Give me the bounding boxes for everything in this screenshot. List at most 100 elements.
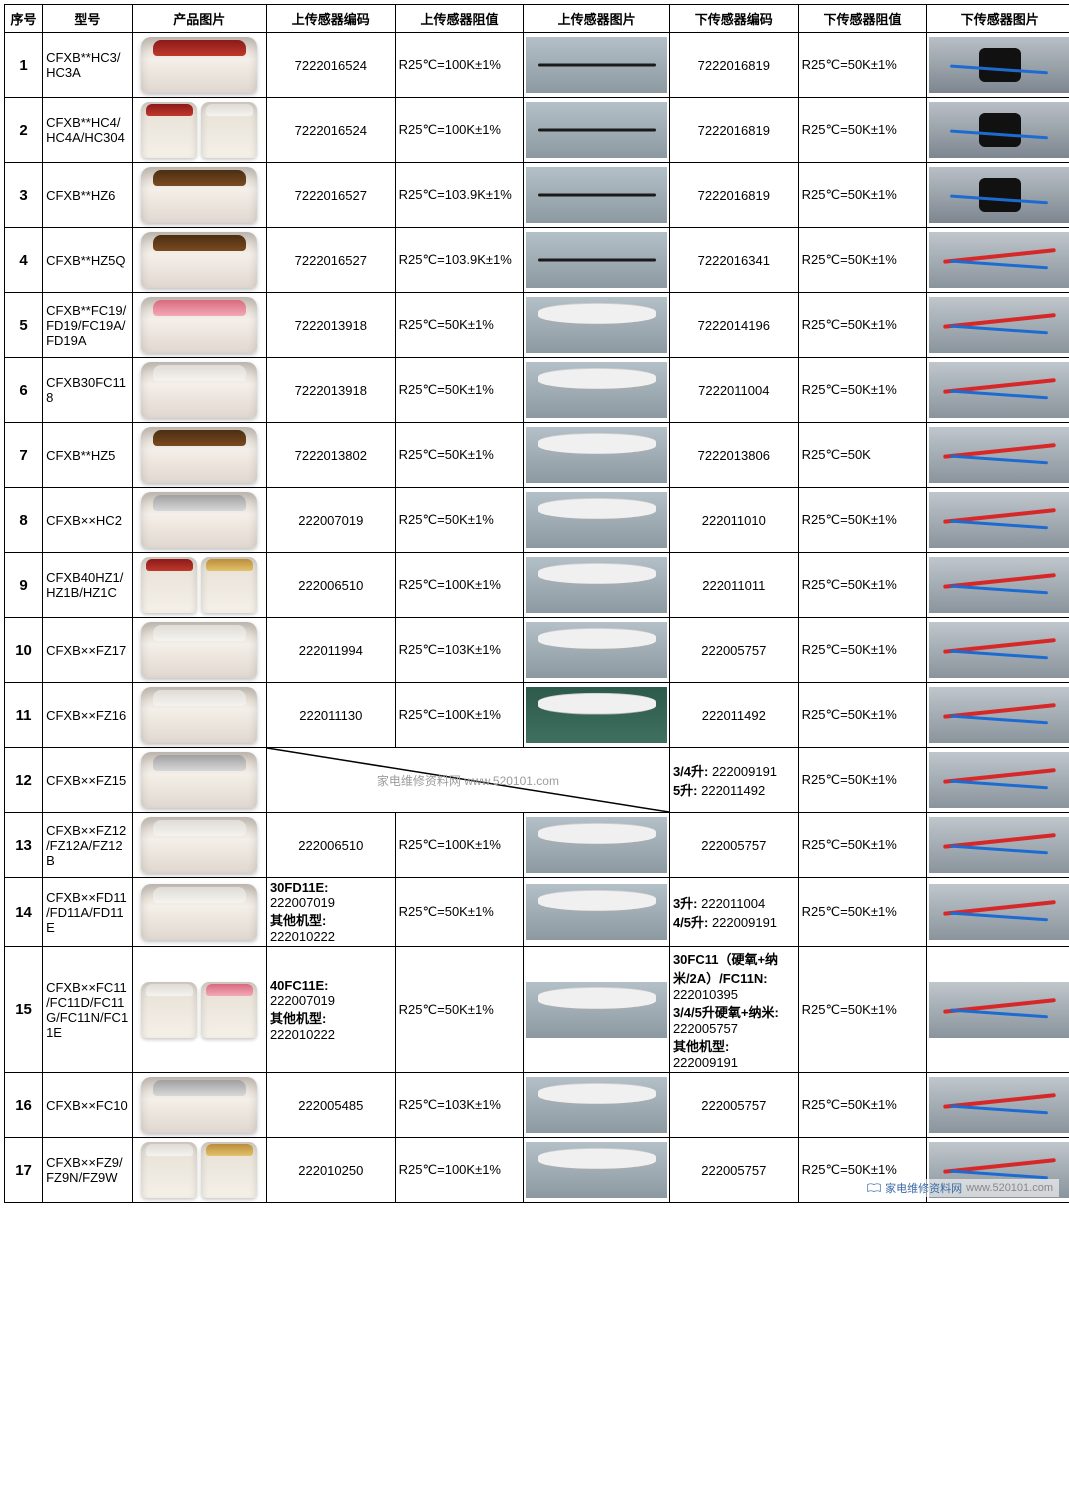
upper-sensor-resistance: R25℃=50K±1% [395, 358, 524, 423]
lower-sensor-image [927, 553, 1069, 618]
table-row: 16 CFXB××FC10 222005485 R25℃=103K±1% 222… [5, 1073, 1069, 1138]
upper-sensor-image [524, 98, 670, 163]
lower-sensor-code: 7222016341 [669, 228, 798, 293]
product-image [132, 748, 266, 813]
table-row: 10 CFXB××FZ17 222011994 R25℃=103K±1% 222… [5, 618, 1069, 683]
upper-sensor-code: 222011130 [266, 683, 395, 748]
upper-sensor-code: 30FD11E: 222007019其他机型: 222010222 [266, 878, 395, 947]
col-index: 序号 [5, 5, 43, 33]
upper-sensor-code: 7222013918 [266, 293, 395, 358]
product-image [132, 33, 266, 98]
model: CFXB××FD11/FD11A/FD11E [43, 878, 133, 947]
upper-sensor-resistance: R25℃=50K±1% [395, 488, 524, 553]
upper-sensor-resistance: R25℃=103.9K±1% [395, 228, 524, 293]
row-index: 11 [5, 683, 43, 748]
lower-sensor-code: 222011492 [669, 683, 798, 748]
lower-sensor-resistance: R25℃=50K±1% [798, 553, 927, 618]
lower-sensor-resistance: R25℃=50K±1% [798, 358, 927, 423]
lower-sensor-resistance: R25℃=50K±1% [798, 1073, 927, 1138]
lower-sensor-code: 222011010 [669, 488, 798, 553]
model: CFXB**HC4/HC4A/HC304 [43, 98, 133, 163]
lower-sensor-image [927, 947, 1069, 1073]
table-row: 8 CFXB××HC2 222007019 R25℃=50K±1% 222011… [5, 488, 1069, 553]
model: CFXB××FZ15 [43, 748, 133, 813]
model: CFXB××FC11/FC11D/FC11G/FC11N/FC11E [43, 947, 133, 1073]
upper-sensor-resistance: R25℃=100K±1% [395, 683, 524, 748]
lower-sensor-resistance: R25℃=50K±1% [798, 33, 927, 98]
model: CFXB××FZ17 [43, 618, 133, 683]
product-image [132, 163, 266, 228]
lower-sensor-image [927, 618, 1069, 683]
upper-sensor-image [524, 1138, 670, 1203]
row-index: 17 [5, 1138, 43, 1203]
row-index: 14 [5, 878, 43, 947]
product-image [132, 947, 266, 1073]
table-header-row: 序号 型号 产品图片 上传感器编码 上传感器阻值 上传感器图片 下传感器编码 下… [5, 5, 1069, 33]
model: CFXB××FZ16 [43, 683, 133, 748]
footer-watermark: 家电维修资料网 www.520101.com [861, 1179, 1059, 1197]
product-image [132, 618, 266, 683]
lower-sensor-resistance: R25℃=50K±1% [798, 163, 927, 228]
upper-sensor-image [524, 553, 670, 618]
lower-sensor-image [927, 33, 1069, 98]
upper-sensor-image [524, 33, 670, 98]
upper-sensor-image [524, 488, 670, 553]
lower-sensor-resistance: R25℃=50K±1% [798, 947, 927, 1073]
lower-sensor-resistance: R25℃=50K [798, 423, 927, 488]
table-row: 1 CFXB**HC3/HC3A 7222016524 R25℃=100K±1%… [5, 33, 1069, 98]
table-row: 7 CFXB**HZ5 7222013802 R25℃=50K±1% 72220… [5, 423, 1069, 488]
product-image [132, 228, 266, 293]
product-image [132, 1138, 266, 1203]
lower-sensor-resistance: R25℃=50K±1% [798, 683, 927, 748]
upper-sensor-resistance: R25℃=100K±1% [395, 553, 524, 618]
upper-sensor-code: 7222016527 [266, 163, 395, 228]
sensor-spec-table: 序号 型号 产品图片 上传感器编码 上传感器阻值 上传感器图片 下传感器编码 下… [4, 4, 1069, 1203]
lower-sensor-code: 222005757 [669, 1138, 798, 1203]
footer-label: 家电维修资料网 [885, 1180, 962, 1196]
model: CFXB**HC3/HC3A [43, 33, 133, 98]
upper-sensor-resistance: R25℃=103.9K±1% [395, 163, 524, 228]
row-index: 10 [5, 618, 43, 683]
lower-sensor-image [927, 228, 1069, 293]
model: CFXB40HZ1/HZ1B/HZ1C [43, 553, 133, 618]
product-image [132, 683, 266, 748]
row-index: 12 [5, 748, 43, 813]
lower-sensor-code: 7222016819 [669, 163, 798, 228]
row-index: 13 [5, 813, 43, 878]
row-index: 9 [5, 553, 43, 618]
upper-sensor-code: 222005485 [266, 1073, 395, 1138]
table-row: 14 CFXB××FD11/FD11A/FD11E 30FD11E: 22200… [5, 878, 1069, 947]
upper-sensor-code: 222010250 [266, 1138, 395, 1203]
product-image [132, 293, 266, 358]
lower-sensor-code: 222005757 [669, 813, 798, 878]
model: CFXB**HZ6 [43, 163, 133, 228]
upper-sensor-code: 7222013918 [266, 358, 395, 423]
lower-sensor-resistance: R25℃=50K±1% [798, 293, 927, 358]
model: CFXB**FC19/FD19/FC19A/FD19A [43, 293, 133, 358]
table-row: 13 CFXB××FZ12/FZ12A/FZ12B 222006510 R25℃… [5, 813, 1069, 878]
col-lower-sensor-resistance: 下传感器阻值 [798, 5, 927, 33]
upper-sensor-resistance: R25℃=50K±1% [395, 947, 524, 1073]
lower-sensor-code: 7222011004 [669, 358, 798, 423]
upper-sensor-code: 40FC11E: 222007019其他机型: 222010222 [266, 947, 395, 1073]
table-row: 6 CFXB30FC118 7222013918 R25℃=50K±1% 722… [5, 358, 1069, 423]
product-image [132, 878, 266, 947]
product-image [132, 98, 266, 163]
lower-sensor-code: 3/4升: 2220091915升: 222011492 [669, 748, 798, 813]
upper-sensor-resistance: R25℃=103K±1% [395, 618, 524, 683]
upper-sensor-resistance: R25℃=50K±1% [395, 878, 524, 947]
lower-sensor-image [927, 423, 1069, 488]
table-row: 2 CFXB**HC4/HC4A/HC304 7222016524 R25℃=1… [5, 98, 1069, 163]
upper-sensor-code: 7222016527 [266, 228, 395, 293]
model: CFXB××FC10 [43, 1073, 133, 1138]
col-lower-sensor-code: 下传感器编码 [669, 5, 798, 33]
upper-sensor-code: 7222013802 [266, 423, 395, 488]
upper-sensor-code: 222011994 [266, 618, 395, 683]
row-index: 1 [5, 33, 43, 98]
upper-sensor-resistance: R25℃=50K±1% [395, 423, 524, 488]
table-row: 3 CFXB**HZ6 7222016527 R25℃=103.9K±1% 72… [5, 163, 1069, 228]
upper-sensor-code: 7222016524 [266, 33, 395, 98]
row-index: 6 [5, 358, 43, 423]
upper-sensor-resistance: R25℃=50K±1% [395, 293, 524, 358]
model: CFXB××FZ12/FZ12A/FZ12B [43, 813, 133, 878]
